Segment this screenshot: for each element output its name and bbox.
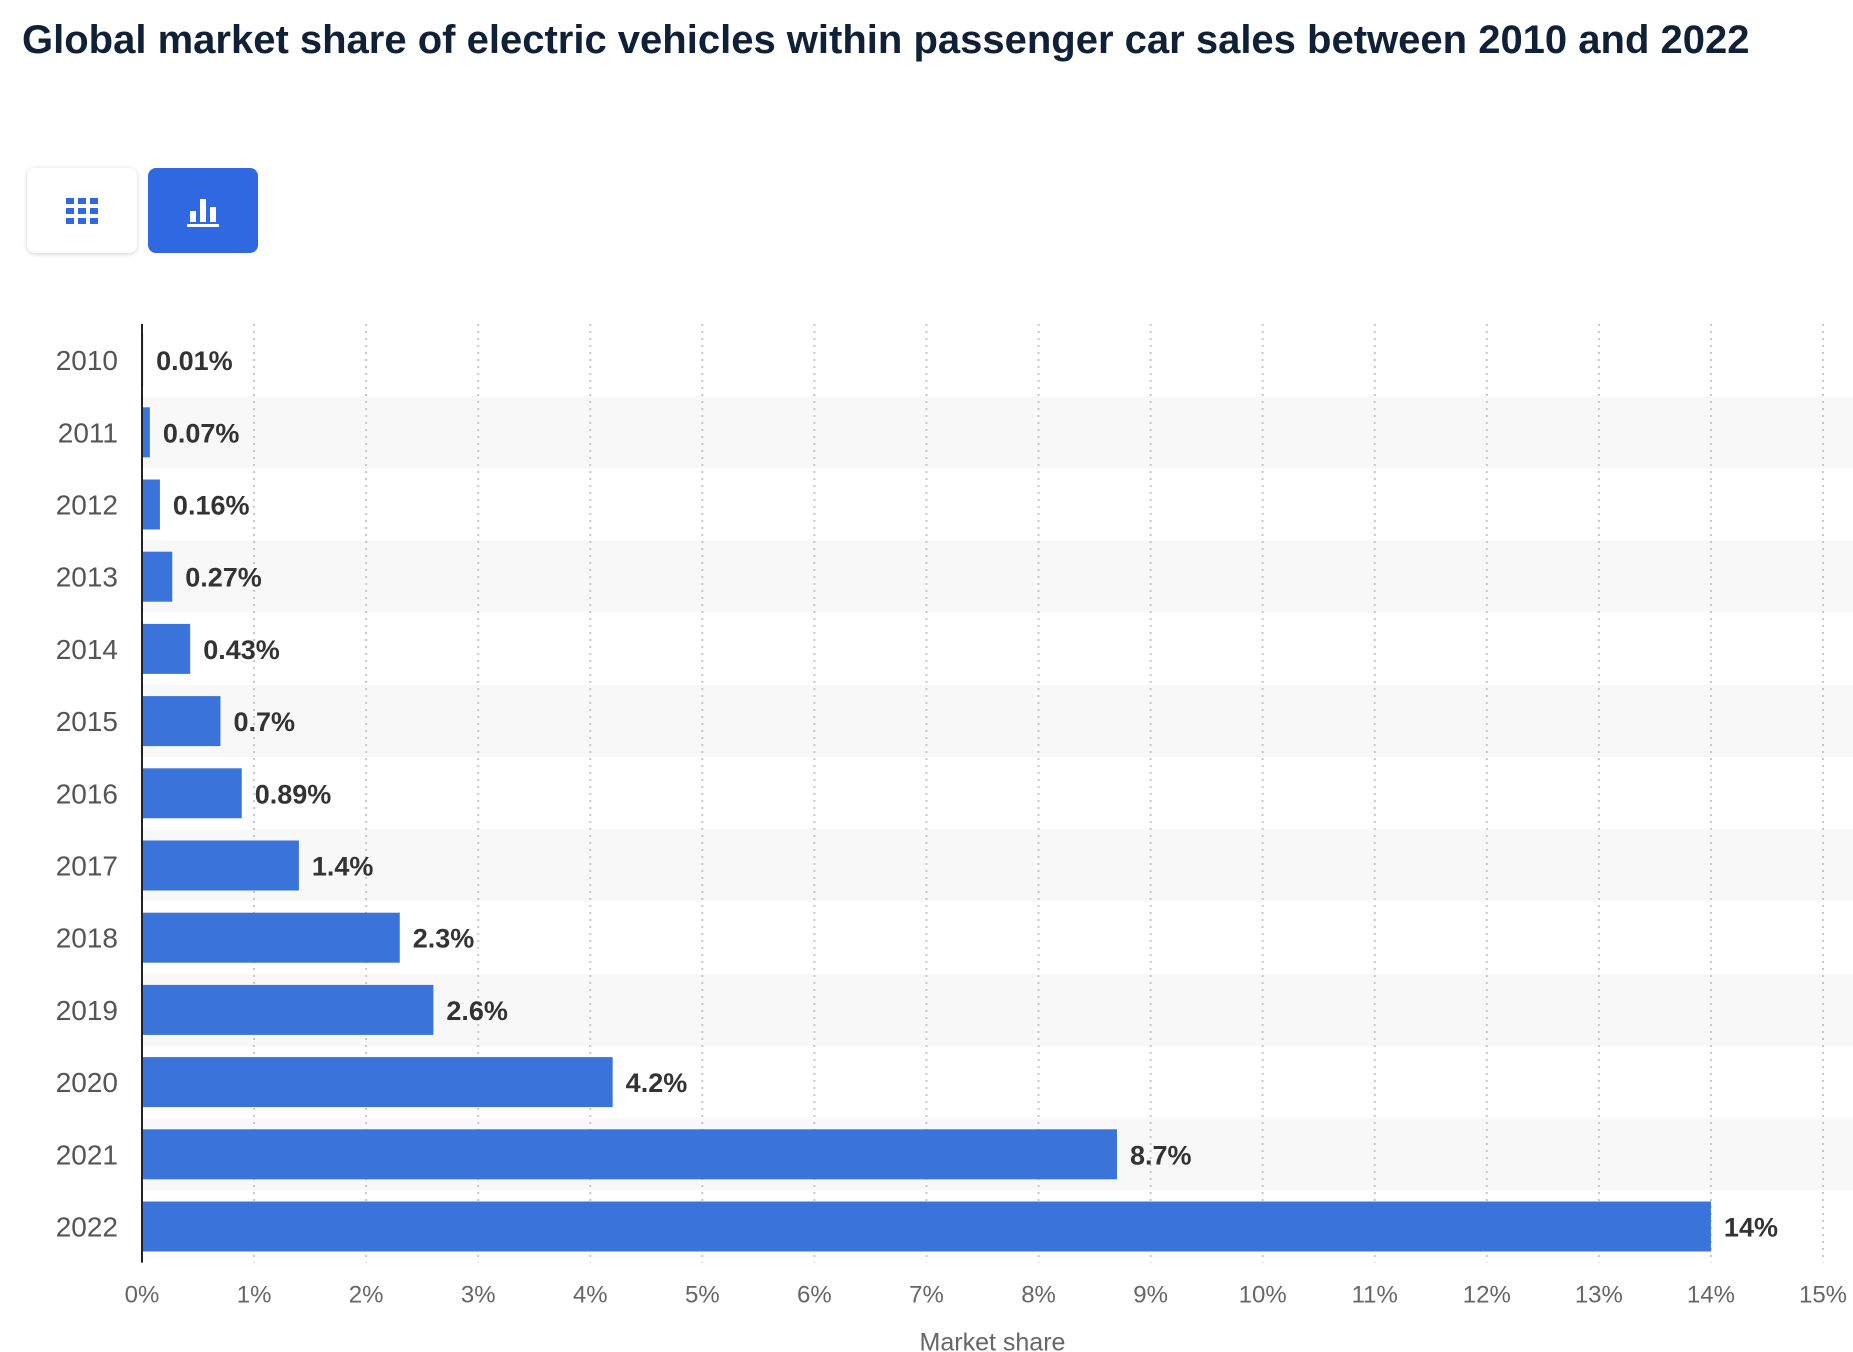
bar[interactable]: [142, 1057, 613, 1108]
grid-lines: [253, 324, 1824, 1263]
bar[interactable]: [142, 840, 299, 891]
bar-chart: 2010 2011 2012 2013 2014 2015 2016 2017 2018 2019…: [56, 324, 1853, 1352]
data-label: 0.43%: [203, 635, 280, 665]
bar[interactable]: [142, 1129, 1117, 1180]
bar[interactable]: [142, 984, 434, 1035]
row-band: [142, 685, 1853, 758]
x-tick-label: 6%: [797, 1282, 832, 1309]
bar-chart-icon: [187, 198, 219, 227]
x-axis-labels: 0% 1% 2% 3% 4% 5% 6% 7% 8% 9% 10% 11% 12% 13% 14% 15%: [125, 1282, 1847, 1309]
y-tick-label: 2010: [56, 345, 118, 376]
row-band: [142, 540, 1853, 613]
x-tick-label: 0%: [125, 1282, 160, 1309]
y-tick-label: 2022: [56, 1212, 118, 1243]
y-tick-label: 2012: [56, 490, 118, 521]
y-tick-label: 2020: [56, 1067, 118, 1098]
data-label: 14%: [1724, 1213, 1778, 1243]
x-tick-label: 15%: [1799, 1282, 1847, 1309]
y-tick-label: 2021: [56, 1139, 118, 1170]
y-tick-label: 2013: [56, 562, 118, 593]
x-tick-label: 8%: [1021, 1282, 1056, 1309]
x-axis-title: Market share: [920, 1329, 1066, 1352]
x-tick-label: 7%: [909, 1282, 944, 1309]
bar[interactable]: [142, 912, 400, 963]
bar[interactable]: [142, 696, 221, 747]
x-tick-label: 5%: [685, 1282, 720, 1309]
chart-view-button[interactable]: [148, 168, 258, 253]
row-band: [142, 829, 1853, 902]
y-tick-label: 2016: [56, 778, 118, 809]
bar[interactable]: [142, 551, 173, 602]
data-label: 0.89%: [255, 779, 332, 809]
y-tick-label: 2018: [56, 923, 118, 954]
bar[interactable]: [142, 1201, 1711, 1252]
bar[interactable]: [142, 768, 242, 819]
page-title: Global market share of electric vehicles…: [22, 18, 1750, 62]
x-tick-label: 1%: [237, 1282, 272, 1309]
x-tick-label: 3%: [461, 1282, 496, 1309]
x-tick-label: 4%: [573, 1282, 608, 1309]
table-view-button[interactable]: [27, 168, 137, 253]
data-label: 0.01%: [156, 346, 233, 376]
x-tick-label: 14%: [1687, 1282, 1735, 1309]
y-axis-labels: 2010 2011 2012 2013 2014 2015 2016 2017 2018 2019…: [56, 345, 118, 1242]
data-label: 0.7%: [233, 707, 295, 737]
x-tick-label: 11%: [1352, 1282, 1398, 1309]
x-tick-label: 2%: [349, 1282, 384, 1309]
data-label: 8.7%: [1130, 1140, 1192, 1170]
data-label: 0.16%: [173, 491, 250, 521]
y-tick-label: 2014: [56, 634, 118, 665]
data-label: 4.2%: [626, 1068, 688, 1098]
grid-icon: [66, 197, 98, 224]
y-tick-label: 2017: [56, 851, 118, 882]
data-label: 0.27%: [185, 563, 262, 593]
y-tick-label: 2015: [56, 706, 118, 737]
x-tick-label: 13%: [1575, 1282, 1623, 1309]
x-tick-label: 10%: [1239, 1282, 1287, 1309]
bar[interactable]: [142, 407, 150, 458]
data-label: 2.3%: [413, 924, 475, 954]
data-labels: 0.01% 0.07% 0.16% 0.27% 0.43% 0.7% 0.89% 1.4% 2.…: [156, 346, 1778, 1242]
x-tick-label: 12%: [1463, 1282, 1511, 1309]
bars: [142, 335, 1711, 1252]
bar[interactable]: [142, 623, 191, 674]
y-tick-label: 2011: [58, 417, 118, 448]
row-band: [142, 396, 1853, 469]
bar[interactable]: [142, 479, 160, 530]
data-label: 0.07%: [163, 418, 240, 448]
data-label: 1.4%: [312, 852, 374, 882]
data-label: 2.6%: [446, 996, 508, 1026]
x-tick-label: 9%: [1133, 1282, 1168, 1309]
y-tick-label: 2019: [56, 995, 118, 1026]
